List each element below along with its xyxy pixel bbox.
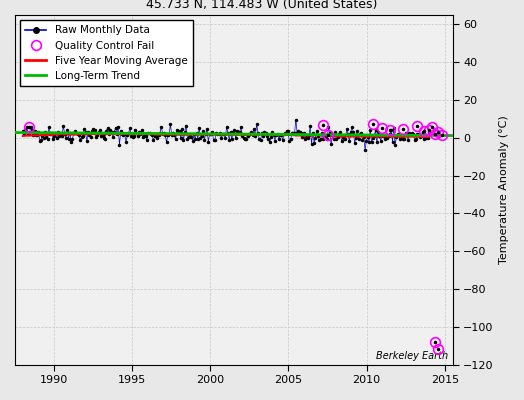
Text: 45.733 N, 114.483 W (United States): 45.733 N, 114.483 W (United States) — [146, 0, 378, 11]
Y-axis label: Temperature Anomaly (°C): Temperature Anomaly (°C) — [499, 116, 509, 264]
Legend: Raw Monthly Data, Quality Control Fail, Five Year Moving Average, Long-Term Tren: Raw Monthly Data, Quality Control Fail, … — [20, 20, 192, 86]
Text: Berkeley Earth: Berkeley Earth — [376, 351, 448, 361]
